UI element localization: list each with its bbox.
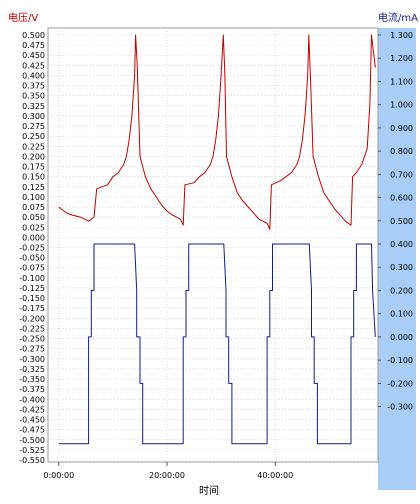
left-tick-label: 0.125 (22, 183, 45, 192)
series-line-1 (58, 34, 376, 230)
left-tick-label: -0.225 (19, 324, 45, 333)
left-tick-label: -0.400 (19, 395, 45, 404)
right-tick-label: 1.200 (390, 54, 413, 63)
left-tick-label: 0.325 (22, 102, 45, 111)
x-axis-ticks: 0:00:00 20:00:00 40:00:00 (43, 462, 293, 480)
left-tick-label: -0.500 (19, 436, 45, 445)
right-tick-label: 0.200 (390, 286, 413, 295)
left-tick-label: -0.025 (19, 244, 45, 253)
right-axis-label: 电流/mA (378, 11, 418, 24)
x-axis-label: 时间 (199, 484, 219, 497)
left-tick-label: 0.375 (22, 82, 45, 91)
left-tick-label: -0.550 (19, 456, 45, 465)
plot-area (47, 27, 379, 463)
left-tick-label: -0.450 (19, 416, 45, 425)
right-tick-label: 1.100 (390, 77, 413, 86)
left-tick-label: 0.250 (22, 132, 45, 141)
right-tick-label: -0.100 (387, 356, 413, 365)
right-tick-label: 1.300 (390, 31, 413, 40)
left-tick-label: 0.150 (22, 173, 45, 182)
series-line-2 (58, 243, 376, 445)
left-tick-label: 0.025 (22, 223, 45, 232)
right-tick-label: 0.900 (390, 124, 413, 133)
left-tick-label: -0.150 (19, 294, 45, 303)
right-tick-label: 0.100 (390, 310, 413, 319)
right-axis-band (378, 28, 416, 490)
left-tick-label: 0.100 (22, 193, 45, 202)
right-tick-label: 0.500 (390, 217, 413, 226)
left-tick-label: 0.075 (22, 203, 45, 212)
left-tick-label: 0.450 (22, 51, 45, 60)
left-tick-label: -0.125 (19, 284, 45, 293)
left-tick-label: 0.350 (22, 92, 45, 101)
left-tick-label: -0.100 (19, 274, 45, 283)
left-tick-label: -0.375 (19, 385, 45, 394)
left-tick-label: -0.300 (19, 355, 45, 364)
right-tick-label: -0.200 (387, 379, 413, 388)
right-tick-label: 0.700 (390, 170, 413, 179)
left-tick-label: -0.200 (19, 314, 45, 323)
left-tick-label: 0.000 (22, 233, 45, 242)
left-tick-label: 0.400 (22, 71, 45, 80)
right-tick-label: -0.300 (387, 403, 413, 412)
series-layer (58, 34, 376, 445)
left-tick-label: 0.050 (22, 213, 45, 222)
left-tick-label: -0.275 (19, 345, 45, 354)
right-tick-label: 0.400 (390, 240, 413, 249)
left-tick-label: -0.175 (19, 304, 45, 313)
left-tick-label: 0.175 (22, 163, 45, 172)
right-tick-label: 0.000 (390, 333, 413, 342)
left-tick-label: -0.350 (19, 375, 45, 384)
right-tick-label: 0.800 (390, 147, 413, 156)
left-tick-label: 0.475 (22, 41, 45, 50)
grid-lines (48, 28, 378, 462)
left-tick-label: 0.500 (22, 31, 45, 40)
left-tick-label: -0.425 (19, 405, 45, 414)
left-axis-label: 电压/V (8, 11, 38, 24)
right-tick-label: 1.000 (390, 101, 413, 110)
left-tick-label: -0.525 (19, 446, 45, 455)
left-tick-label: -0.050 (19, 254, 45, 263)
left-tick-label: 0.200 (22, 152, 45, 161)
right-tick-label: 0.300 (390, 263, 413, 272)
left-tick-label: -0.075 (19, 264, 45, 273)
left-tick-label: -0.250 (19, 335, 45, 344)
x-tick-label: 20:00:00 (149, 471, 185, 480)
left-tick-label: -0.475 (19, 426, 45, 435)
left-tick-label: 0.275 (22, 122, 45, 131)
right-axis-ticks: 1.300 1.200 1.100 1.000 0.900 0.800 0.700 0.600… (378, 31, 413, 412)
x-tick-label: 0:00:00 (43, 471, 74, 480)
right-tick-label: 0.600 (390, 194, 413, 203)
left-tick-label: -0.325 (19, 365, 45, 374)
left-tick-label: 0.300 (22, 112, 45, 121)
x-tick-label: 40:00:00 (257, 471, 293, 480)
left-tick-label: 0.425 (22, 61, 45, 70)
left-tick-label: 0.225 (22, 142, 45, 151)
